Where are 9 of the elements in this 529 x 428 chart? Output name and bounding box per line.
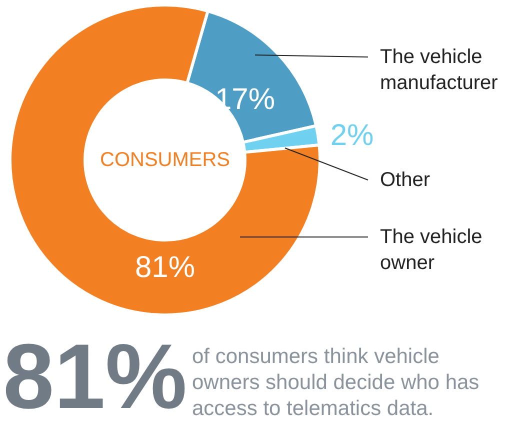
slice-label: The vehicle owner <box>380 226 482 274</box>
data-label: 2% <box>330 119 374 152</box>
text: of consumers think vehicle owners should decide who has access to telematics data. <box>192 345 480 420</box>
text: 81% <box>2 326 188 428</box>
text: CONSUMERS <box>100 149 230 171</box>
slice-label: Other <box>380 169 430 191</box>
data-label: 81% <box>134 251 196 284</box>
slice-label: The vehicle manufacturer <box>380 46 498 94</box>
donut-slice <box>8 4 322 316</box>
